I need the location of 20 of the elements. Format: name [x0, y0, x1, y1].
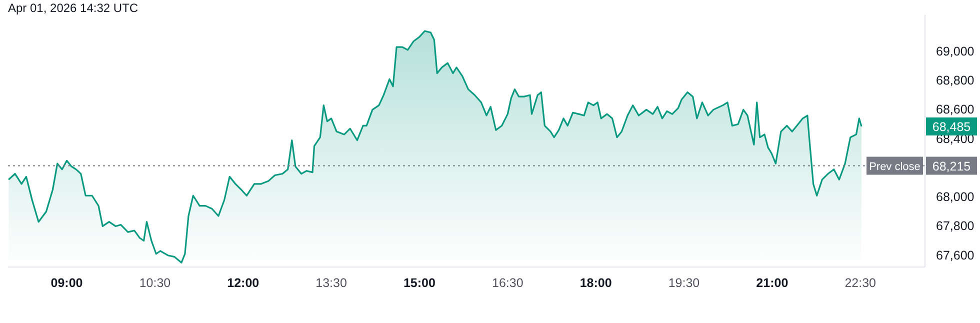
- text: 68,485: [932, 120, 971, 134]
- x-tick-label: 19:30: [668, 276, 700, 290]
- x-tick-label: 12:00: [227, 276, 260, 290]
- x-tick-label: 18:00: [580, 276, 612, 290]
- x-tick-label: 15:00: [403, 276, 436, 290]
- x-tick-label: 10:30: [139, 276, 171, 290]
- x-tick-label: 22:30: [844, 276, 876, 290]
- y-tick-label: 68,000: [936, 190, 974, 204]
- x-tick-label: 09:00: [50, 276, 83, 290]
- x-tick-label: 13:30: [316, 276, 347, 290]
- y-tick-label: 68,600: [936, 102, 974, 117]
- y-tick-label: 67,800: [936, 219, 974, 234]
- y-tick-label: 69,000: [936, 44, 974, 58]
- y-tick-label: 68,800: [936, 74, 974, 88]
- text: 68,215: [932, 159, 971, 174]
- x-tick-label: 16:30: [492, 276, 524, 290]
- y-tick-label: 67,600: [936, 248, 974, 262]
- x-tick-label: 21:00: [756, 276, 788, 290]
- ref-line-label: Prev close: [869, 160, 920, 173]
- annotation: Apr 01, 2026 14:32 UTC: [8, 1, 138, 15]
